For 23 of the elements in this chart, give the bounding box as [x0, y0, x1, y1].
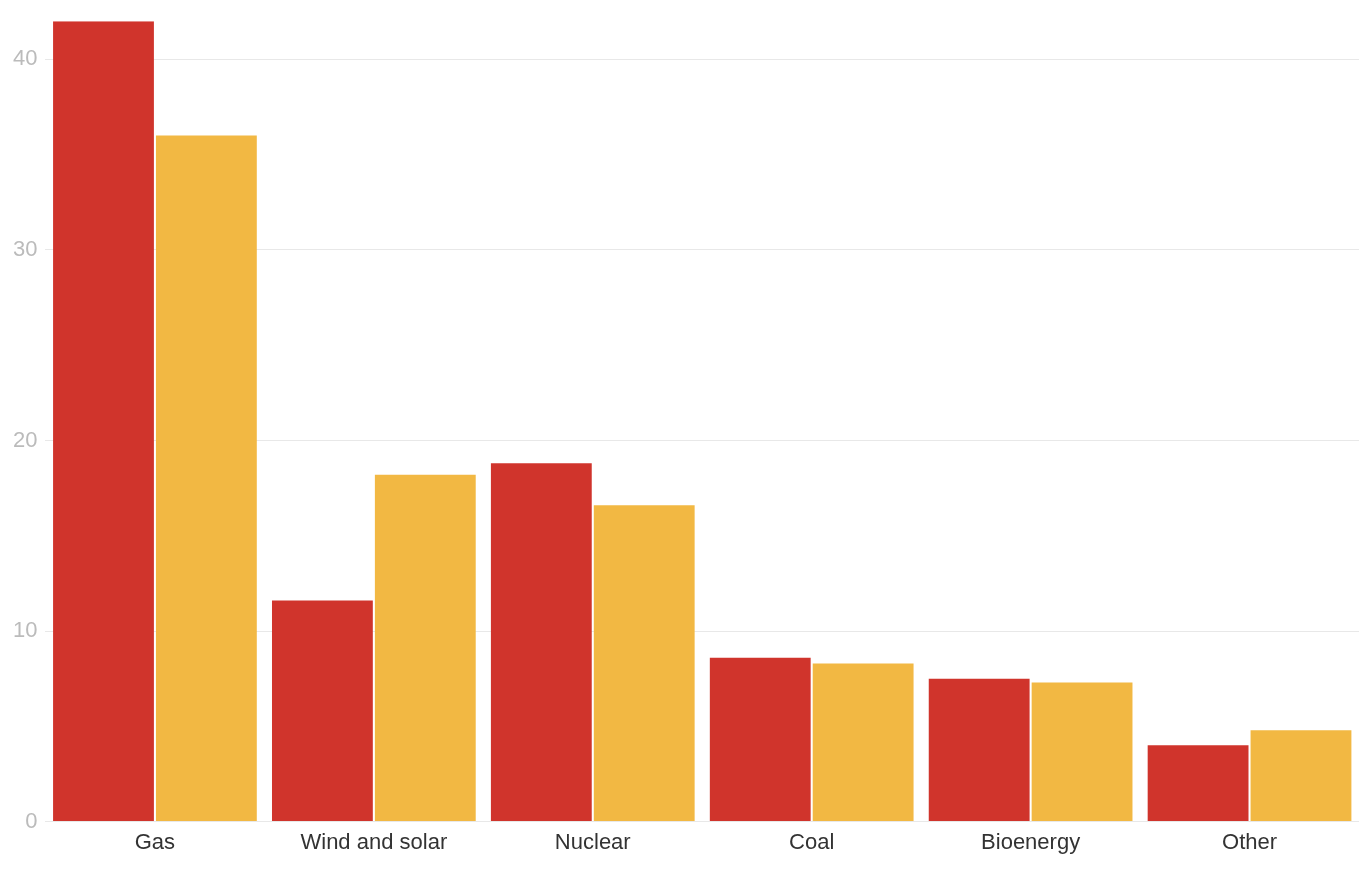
- y-tick-label: 10: [12, 617, 38, 643]
- bar: [155, 135, 257, 822]
- bar: [1031, 682, 1133, 822]
- y-tick-label: 20: [12, 426, 38, 452]
- x-tick-label: Gas: [134, 828, 176, 854]
- bar: [593, 505, 695, 822]
- bar: [1147, 745, 1249, 822]
- bar: [1250, 730, 1352, 822]
- x-tick-label: Wind and solar: [300, 828, 448, 854]
- x-tick-label: Nuclear: [554, 828, 631, 854]
- x-tick-label: Other: [1222, 828, 1278, 854]
- bar: [271, 600, 373, 822]
- bar: [490, 463, 592, 822]
- bar: [374, 474, 476, 822]
- y-tick-label: 40: [12, 45, 38, 71]
- x-tick-label: Bioenergy: [981, 828, 1081, 854]
- bar: [812, 663, 914, 822]
- bar: [709, 657, 811, 822]
- bar: [53, 21, 154, 822]
- x-tick-label: Coal: [789, 828, 835, 854]
- bar: [928, 678, 1030, 822]
- y-tick-label: 30: [12, 235, 38, 261]
- y-tick-label: 0: [25, 807, 38, 833]
